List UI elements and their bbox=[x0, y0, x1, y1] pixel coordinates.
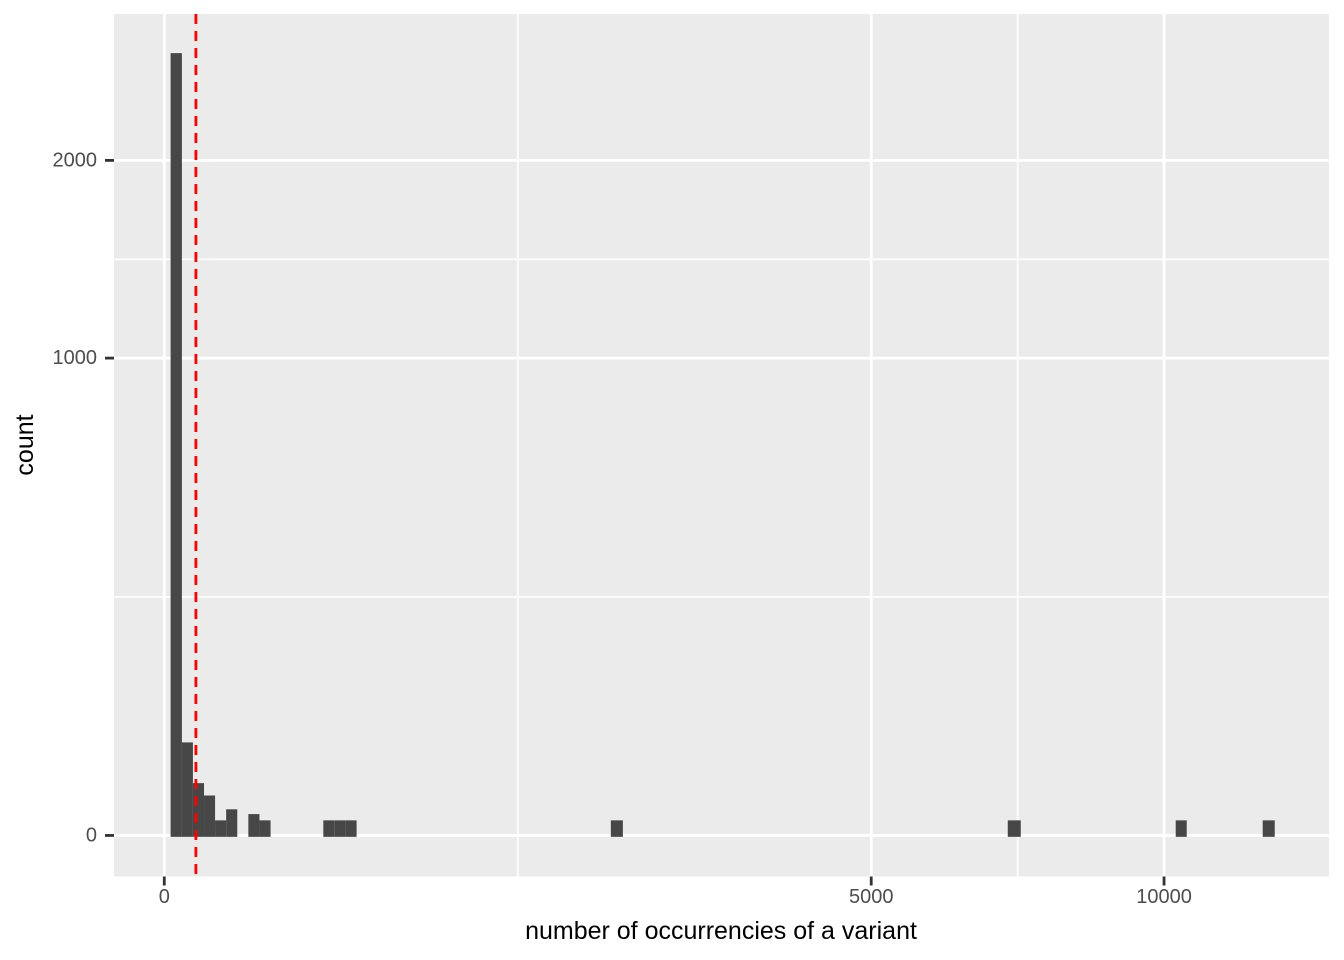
histogram-bar bbox=[192, 783, 205, 837]
histogram-bar bbox=[334, 820, 346, 837]
panel-background bbox=[114, 14, 1329, 877]
axis-ticks-layer: 0 5000 10000 0 1000 2000 bbox=[53, 149, 1192, 908]
histogram-bar bbox=[1007, 820, 1021, 837]
y-tick-label: 0 bbox=[86, 824, 97, 846]
y-tick-label: 2000 bbox=[53, 149, 98, 171]
gridlines-layer bbox=[114, 14, 1329, 877]
histogram-bar bbox=[1262, 820, 1275, 837]
histogram-bar bbox=[323, 820, 335, 837]
histogram-bar bbox=[215, 820, 227, 837]
x-tick-label: 10000 bbox=[1136, 886, 1192, 908]
histogram-bar bbox=[181, 742, 193, 837]
histogram-bar bbox=[226, 809, 238, 837]
histogram-bars-layer bbox=[170, 53, 1275, 837]
x-axis-title: number of occurrencies of a variant bbox=[525, 917, 917, 945]
x-tick-label: 5000 bbox=[849, 886, 894, 908]
histogram-bar bbox=[170, 53, 182, 837]
histogram-bar bbox=[259, 820, 271, 837]
histogram-bar bbox=[248, 814, 260, 837]
panel-background-layer bbox=[114, 14, 1329, 877]
histogram-bar bbox=[610, 820, 623, 837]
histogram-bar bbox=[1175, 820, 1187, 837]
y-axis-title: count bbox=[11, 414, 39, 475]
histogram-bar bbox=[204, 795, 216, 837]
x-tick-label: 0 bbox=[159, 886, 170, 908]
y-tick-label: 1000 bbox=[53, 347, 98, 369]
histogram-bar bbox=[345, 820, 357, 837]
